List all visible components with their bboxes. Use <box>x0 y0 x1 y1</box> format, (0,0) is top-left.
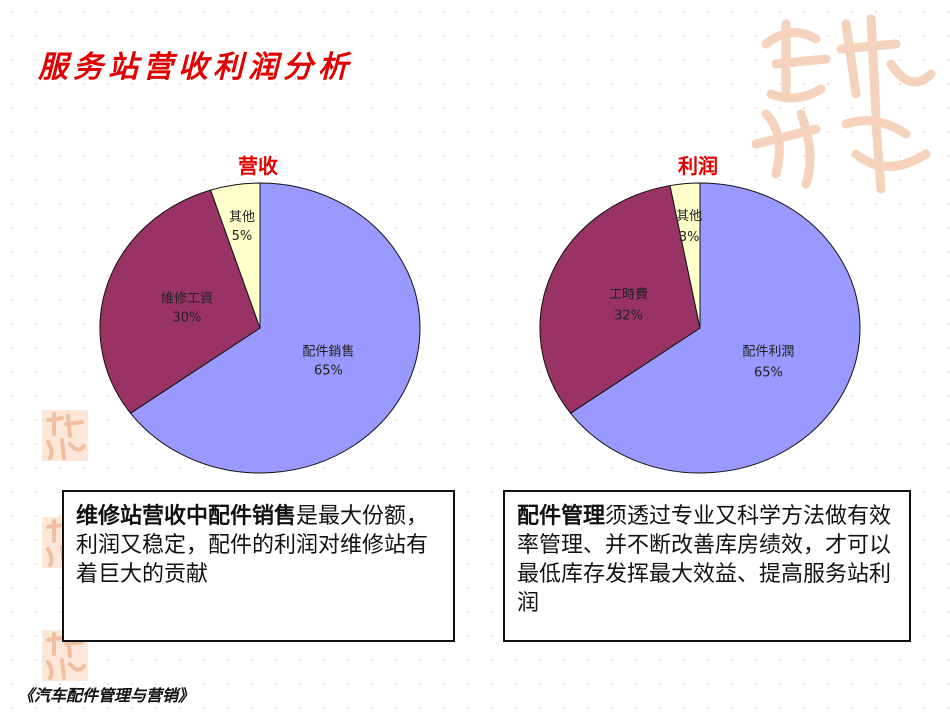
pie-chart-profit: 配件利潤 65% 工時費 32% 其他 3% <box>539 182 861 474</box>
chart-title-profit: 利润 <box>678 154 718 178</box>
callout-bold-text: 配件管理 <box>517 504 606 529</box>
pie-slice <box>539 184 701 414</box>
pie-slice <box>669 182 701 329</box>
callout-text: 是最大份额，利润又稳定，配件的利润对维修站有着巨大的贡献 <box>76 504 429 587</box>
seal-logo-large <box>751 14 936 194</box>
slice-value-label: 65% <box>314 364 343 379</box>
callout-bold-text: 维修站营收中配件销售 <box>76 504 297 529</box>
slice-category-label: 其他 <box>229 210 255 225</box>
page-title: 服务站营收利润分析 <box>38 50 353 85</box>
slice-category-label: 配件銷售 <box>302 344 354 360</box>
slice-category-label: 配件利潤 <box>742 345 794 360</box>
pie-slice <box>209 182 261 329</box>
slice-category-label: 其他 <box>676 209 702 224</box>
seal-logo-small <box>42 410 88 461</box>
pie-slice <box>129 182 421 474</box>
slice-value-label: 5% <box>232 229 253 244</box>
callout-text: 须透过专业又科学方法做有效率管理、并不断改善库房绩效，才可以最低库存发挥最大效益… <box>517 504 892 616</box>
pie-slice <box>99 189 261 414</box>
slice-category-label: 維修工資 <box>161 291 213 306</box>
slice-value-label: 32% <box>614 308 643 323</box>
slice-value-label: 65% <box>754 366 783 381</box>
slice-value-label: 3% <box>679 230 700 245</box>
chart-title-revenue: 营收 <box>238 154 278 178</box>
callout-revenue: 维修站营收中配件销售是最大份额，利润又稳定，配件的利润对维修站有着巨大的贡献 <box>62 490 455 642</box>
pie-slice <box>569 182 861 474</box>
footer-book-title: 《汽车配件管理与营销》 <box>18 686 195 705</box>
slice-value-label: 30% <box>173 310 202 325</box>
callout-profit: 配件管理须透过专业又科学方法做有效率管理、并不断改善库房绩效，才可以最低库存发挥… <box>503 490 911 642</box>
pie-chart-revenue: 配件銷售 65% 維修工資 30% 其他 5% <box>99 182 421 474</box>
slice-category-label: 工時費 <box>609 287 648 302</box>
